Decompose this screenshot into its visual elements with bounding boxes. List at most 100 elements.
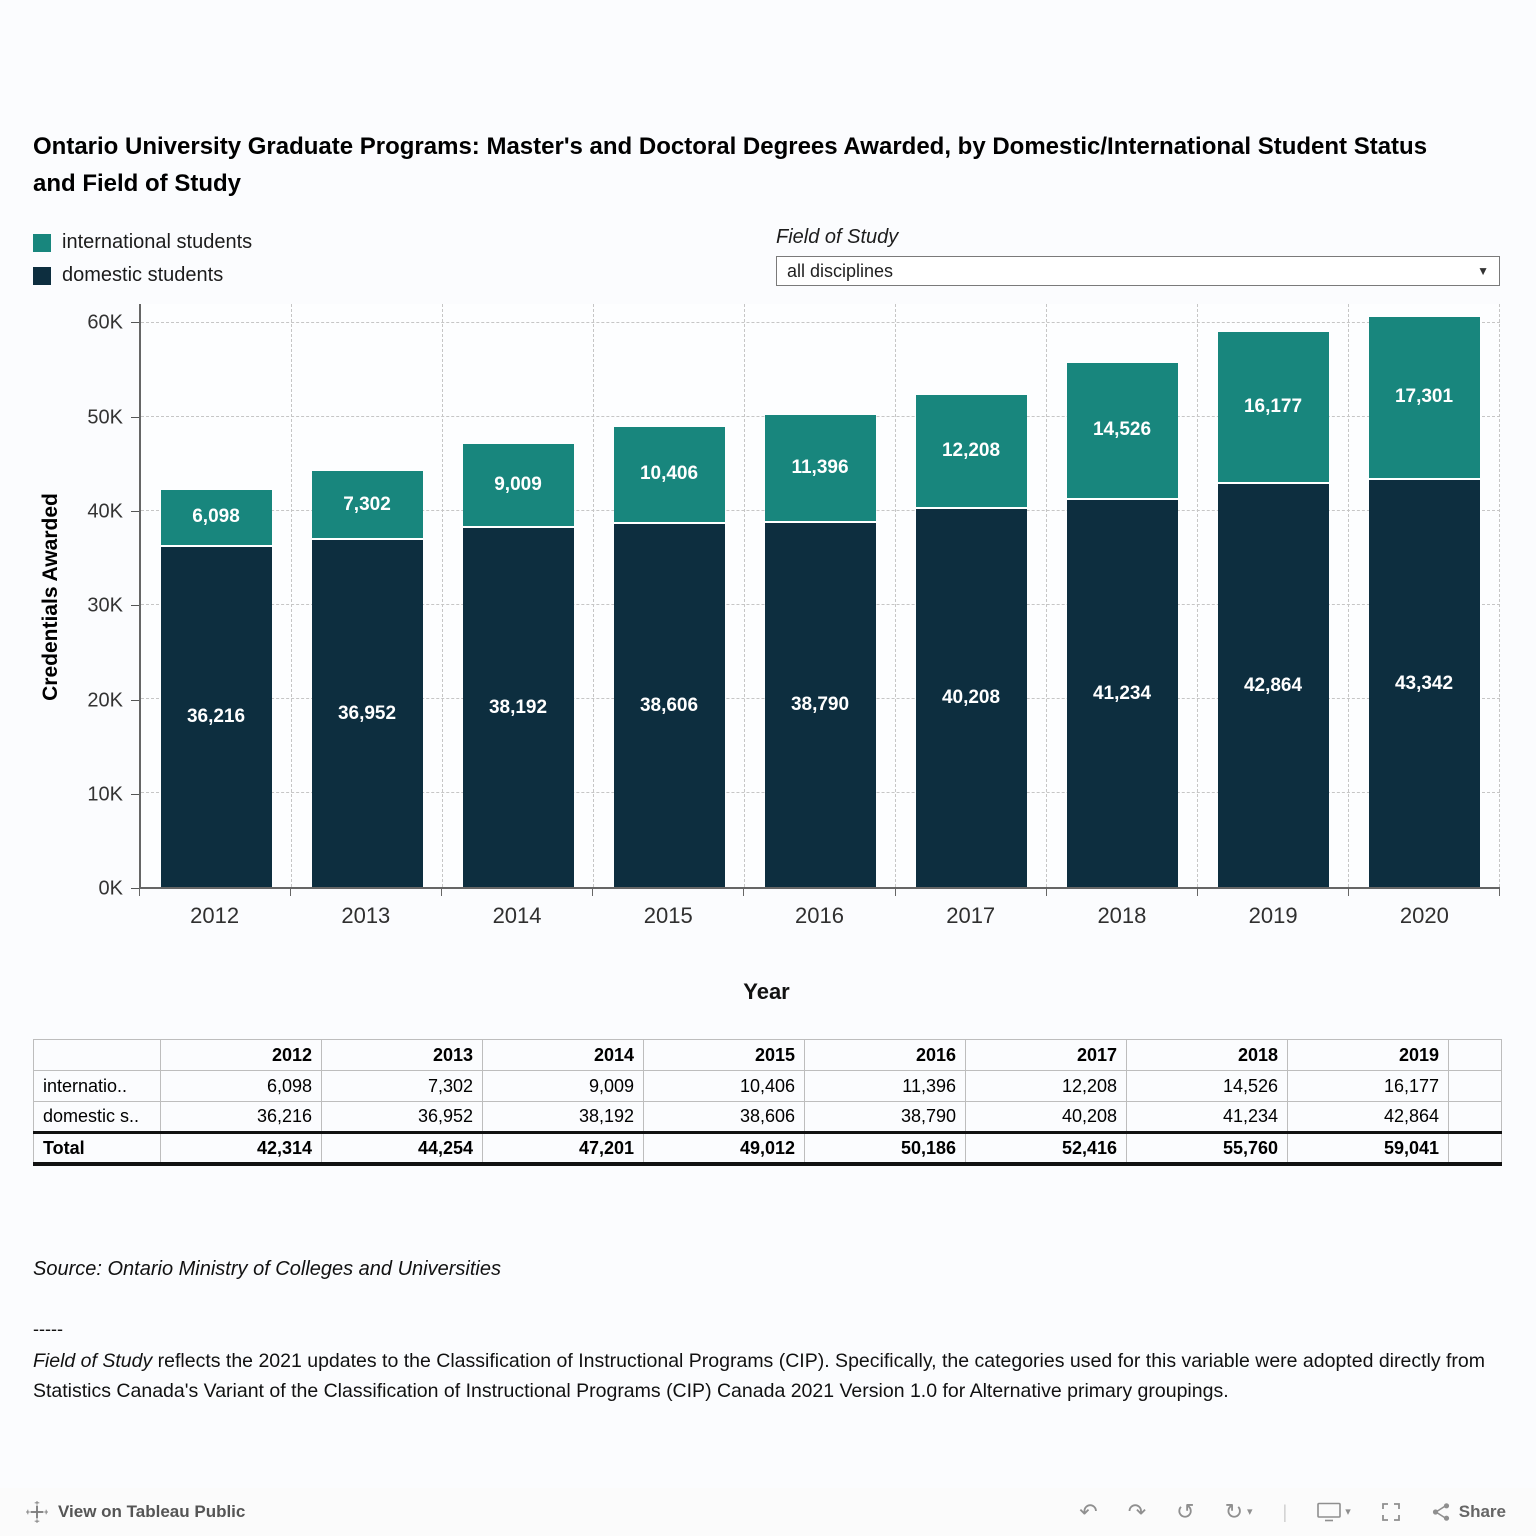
table-row-label: internatio..: [33, 1070, 161, 1103]
bar-value-label: 40,208: [941, 687, 1001, 709]
bar-segment-international-2015[interactable]: 10,406: [613, 426, 725, 525]
table-header-cell: 2017: [965, 1039, 1127, 1072]
y-axis-title: Credentials Awarded: [33, 304, 69, 889]
year-band-2017: 12,208 40,208: [896, 304, 1047, 888]
x-axis-ticks: [139, 889, 1500, 897]
table-row-label: Total: [33, 1131, 161, 1166]
bar-segment-domestic-2020[interactable]: 43,342: [1368, 479, 1480, 888]
bar-value-label: 9,009: [494, 473, 542, 495]
bar-2013: 7,302 36,952: [311, 304, 423, 888]
legend-swatch-international: [33, 233, 51, 252]
undo-icon[interactable]: ↶: [1079, 1499, 1098, 1524]
redo-icon[interactable]: ↷: [1127, 1499, 1147, 1524]
bar-segment-domestic-2018[interactable]: 41,234: [1066, 499, 1178, 888]
bar-segment-domestic-2019[interactable]: 42,864: [1217, 484, 1329, 888]
bar-segment-international-2019[interactable]: 16,177: [1217, 332, 1329, 485]
table-cell: [1448, 1131, 1502, 1166]
x-axis-title: Year: [743, 979, 790, 1005]
year-band-2018: 14,526 41,234: [1047, 304, 1198, 888]
controls-row: international students domestic students…: [33, 226, 1500, 292]
x-tick-label-2017: 2017: [946, 903, 996, 929]
download-button[interactable]: ▾: [1317, 1502, 1351, 1522]
table-header-cell: 2015: [643, 1039, 805, 1072]
bar-2012: 6,098 36,216: [160, 304, 272, 888]
table-row-label: domestic s..: [33, 1101, 161, 1134]
bar-value-label: 10,406: [639, 463, 699, 485]
footnote: Field of Study reflects the 2021 updates…: [33, 1346, 1495, 1406]
view-on-tableau-link[interactable]: View on Tableau Public: [26, 1501, 245, 1523]
bar-segment-domestic-2013[interactable]: 36,952: [311, 539, 423, 888]
legend-item-domestic[interactable]: domestic students: [33, 259, 252, 292]
table-cell: 16,177: [1287, 1070, 1449, 1103]
bar-segment-domestic-2015[interactable]: 38,606: [613, 524, 725, 888]
y-tick-label: 40K: [87, 500, 123, 523]
bar-value-label: 6,098: [192, 506, 240, 528]
bar-segment-international-2013[interactable]: 7,302: [311, 471, 423, 540]
x-tick-label-2018: 2018: [1097, 903, 1147, 929]
summary-table: 2012 2013 2014 2015 2016 2017 2018 2019 internat…: [33, 1039, 1502, 1166]
share-button[interactable]: Share: [1431, 1502, 1506, 1522]
y-tick-mark: [131, 794, 139, 796]
refresh-button[interactable]: ↻ ▾: [1225, 1501, 1253, 1523]
table-cell: 47,201: [482, 1131, 644, 1166]
table-cell: 42,864: [1287, 1101, 1449, 1134]
y-tick-mark: [131, 605, 139, 607]
table-cell: 40,208: [965, 1101, 1127, 1134]
download-monitor-icon: [1317, 1502, 1342, 1522]
y-tick-label: 20K: [87, 689, 123, 712]
table-cell: 59,041: [1287, 1131, 1449, 1166]
chevron-down-icon: ▼: [1477, 264, 1489, 279]
bar-segment-domestic-2017[interactable]: 40,208: [915, 509, 1027, 888]
table-header-cell: 2014: [482, 1039, 644, 1072]
bar-segment-international-2017[interactable]: 12,208: [915, 394, 1027, 510]
bar-value-label: 43,342: [1394, 672, 1454, 694]
table-row: domestic s.. 36,216 36,952 38,192 38,606 38,7…: [33, 1101, 1502, 1134]
x-tick-mark: [291, 889, 443, 897]
legend-item-international[interactable]: international students: [33, 226, 252, 259]
table-cell: 38,790: [804, 1101, 966, 1134]
bar-segment-international-2012[interactable]: 6,098: [160, 489, 272, 547]
bar-segment-domestic-2016[interactable]: 38,790: [764, 522, 876, 888]
y-tick-label: 0K: [98, 877, 123, 900]
bar-segment-international-2018[interactable]: 14,526: [1066, 363, 1178, 500]
year-band-2016: 11,396 38,790: [745, 304, 896, 888]
legend-swatch-domestic: [33, 266, 51, 285]
bar-value-label: 41,234: [1092, 682, 1152, 704]
bar-segment-international-2016[interactable]: 11,396: [764, 415, 876, 523]
revert-icon[interactable]: ↺: [1176, 1499, 1195, 1524]
bar-2014: 9,009 38,192: [462, 304, 574, 888]
fullscreen-button[interactable]: [1381, 1502, 1401, 1522]
bar-2015: 10,406 38,606: [613, 304, 725, 888]
field-of-study-dropdown[interactable]: all disciplines ▼: [776, 256, 1500, 287]
table-row: internatio.. 6,098 7,302 9,009 10,406 11,396 1…: [33, 1070, 1502, 1103]
bar-segment-international-2020[interactable]: 17,301: [1368, 317, 1480, 480]
bars-layer: 6,098 36,216 7,302 36,952 9,009 38,192 10,406 3…: [141, 304, 1500, 888]
bar-value-label: 38,790: [790, 694, 850, 715]
bar-value-label: 36,952: [337, 702, 397, 724]
year-band-2019: 16,177 42,864: [1198, 304, 1349, 888]
bar-segment-domestic-2014[interactable]: 38,192: [462, 528, 574, 888]
bar-segment-international-2014[interactable]: 9,009: [462, 443, 574, 529]
bar-2016: 11,396 38,790: [764, 304, 876, 888]
bar-segment-domestic-2012[interactable]: 36,216: [160, 546, 272, 888]
bar-value-label: 38,192: [488, 696, 548, 718]
x-tick-label-2015: 2015: [643, 903, 693, 929]
bar-value-label: 38,606: [639, 694, 699, 716]
x-tick-label-2014: 2014: [492, 903, 542, 929]
y-tick-mark: [131, 699, 139, 701]
year-band-2015: 10,406 38,606: [594, 304, 745, 888]
chevron-down-icon: ▾: [1247, 1505, 1253, 1518]
table-cell: 9,009: [482, 1070, 644, 1103]
table-cell: 10,406: [643, 1070, 805, 1103]
bar-2017: 12,208 40,208: [915, 304, 1027, 888]
toolbar-separator: |: [1282, 1501, 1288, 1522]
table-cell: 12,208: [965, 1070, 1127, 1103]
refresh-icon: ↻: [1224, 1499, 1243, 1524]
plot-column: 6,098 36,216 7,302 36,952 9,009 38,192 10,406 3…: [139, 304, 1500, 929]
field-of-study-filter: Field of Study all disciplines ▼: [776, 226, 1500, 287]
x-tick-label-2019: 2019: [1248, 903, 1298, 929]
y-tick-mark: [131, 888, 139, 890]
x-tick-label-2016: 2016: [795, 903, 844, 929]
table-cell: 36,216: [160, 1101, 322, 1134]
